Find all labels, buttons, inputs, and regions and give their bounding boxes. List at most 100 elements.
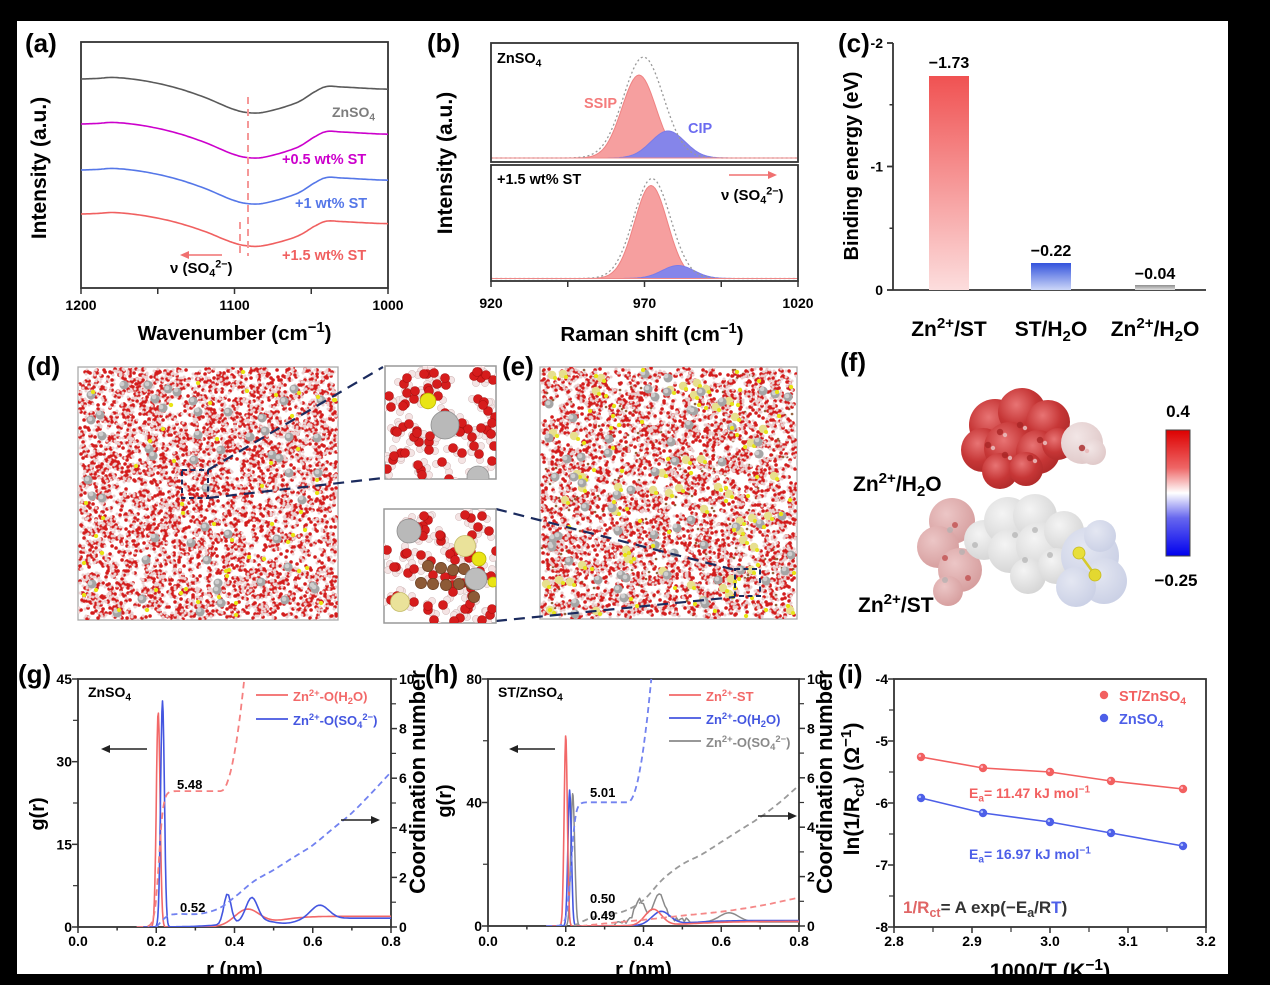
svg-text:3.1: 3.1 <box>1118 933 1138 949</box>
svg-text:5.48: 5.48 <box>177 777 202 792</box>
svg-text:(e): (e) <box>502 351 534 381</box>
svg-text:6: 6 <box>807 770 815 786</box>
svg-text:Zn2+/H2O: Zn2+/H2O <box>1111 315 1200 345</box>
svg-text:2: 2 <box>399 869 407 885</box>
svg-text:ZnSO4: ZnSO4 <box>1119 712 1164 731</box>
svg-text:g(r): g(r) <box>434 784 456 817</box>
svg-text:(g): (g) <box>18 659 51 689</box>
svg-text:(c): (c) <box>838 28 870 58</box>
svg-text:1/Rct= A exp(−Ea/RT): 1/Rct= A exp(−Ea/RT) <box>903 898 1067 920</box>
svg-text:1000: 1000 <box>372 297 403 313</box>
svg-text:+1 wt% ST: +1 wt% ST <box>295 196 367 212</box>
svg-text:15: 15 <box>56 836 72 852</box>
svg-text:ST/H2O: ST/H2O <box>1015 318 1088 345</box>
svg-text:(b): (b) <box>427 28 460 58</box>
svg-text:0.6: 0.6 <box>712 933 732 949</box>
svg-text:970: 970 <box>633 295 657 311</box>
svg-text:ZnSO4: ZnSO4 <box>88 684 131 703</box>
svg-text:0.0: 0.0 <box>478 933 498 949</box>
svg-text:Wavenumber (cm−1): Wavenumber (cm−1) <box>138 320 332 345</box>
svg-text:0.4: 0.4 <box>634 933 654 949</box>
svg-text:-4: -4 <box>876 671 889 687</box>
svg-text:0.2: 0.2 <box>147 933 167 949</box>
svg-text:-2: -2 <box>871 35 884 51</box>
svg-text:Zn2+/ST: Zn2+/ST <box>858 591 934 617</box>
svg-text:Zn2+-O(H2O): Zn2+-O(H2O) <box>293 687 367 706</box>
svg-text:-8: -8 <box>876 919 889 935</box>
svg-text:+1.5 wt% ST: +1.5 wt% ST <box>282 248 366 264</box>
svg-text:ν (SO42−): ν (SO42−) <box>170 258 233 279</box>
svg-text:−1.73: −1.73 <box>929 55 970 72</box>
svg-text:Binding energy (eV): Binding energy (eV) <box>841 72 863 261</box>
svg-text:Zn2+/ST: Zn2+/ST <box>911 315 987 341</box>
svg-text:(a): (a) <box>25 28 57 58</box>
svg-text:CIP: CIP <box>688 121 713 137</box>
svg-text:0.4: 0.4 <box>225 933 245 949</box>
svg-text:0: 0 <box>399 919 407 935</box>
svg-text:0: 0 <box>64 919 72 935</box>
svg-text:−0.22: −0.22 <box>1031 243 1072 260</box>
svg-text:6: 6 <box>399 770 407 786</box>
svg-text:(f): (f) <box>840 347 866 377</box>
svg-text:45: 45 <box>56 671 72 687</box>
svg-text:Coordination number: Coordination number <box>812 670 837 894</box>
svg-text:5.01: 5.01 <box>590 785 615 800</box>
svg-text:0.8: 0.8 <box>789 933 809 949</box>
svg-text:30: 30 <box>56 754 72 770</box>
svg-text:+0.5 wt% ST: +0.5 wt% ST <box>282 152 366 168</box>
svg-text:0.4: 0.4 <box>1166 402 1190 421</box>
svg-text:Coordination number: Coordination number <box>405 670 430 894</box>
svg-text:3.0: 3.0 <box>1040 933 1060 949</box>
svg-text:ST/ZnSO4: ST/ZnSO4 <box>498 684 563 703</box>
svg-text:(d): (d) <box>27 351 60 381</box>
svg-text:ZnSO4: ZnSO4 <box>497 51 542 70</box>
svg-text:Intensity (a.u.): Intensity (a.u.) <box>28 97 51 239</box>
svg-text:4: 4 <box>807 819 815 835</box>
svg-text:Ea= 16.97 kJ mol−1: Ea= 16.97 kJ mol−1 <box>969 846 1091 866</box>
svg-text:Ea= 11.47 kJ mol−1: Ea= 11.47 kJ mol−1 <box>969 785 1090 805</box>
svg-text:1200: 1200 <box>65 297 96 313</box>
svg-text:0: 0 <box>474 918 482 934</box>
svg-text:Zn2+-O(SO42−): Zn2+-O(SO42−) <box>293 711 377 730</box>
svg-text:+1.5 wt% ST: +1.5 wt% ST <box>497 172 581 188</box>
svg-text:0.6: 0.6 <box>303 933 323 949</box>
svg-text:2.8: 2.8 <box>884 933 904 949</box>
svg-text:8: 8 <box>399 721 407 737</box>
svg-text:−0.04: −0.04 <box>1135 266 1176 283</box>
svg-text:0: 0 <box>807 918 815 934</box>
svg-text:-5: -5 <box>876 733 889 749</box>
svg-text:1100: 1100 <box>219 297 250 313</box>
svg-text:3.2: 3.2 <box>1196 933 1216 949</box>
svg-text:ν (SO42−): ν (SO42−) <box>721 185 784 206</box>
svg-text:0.2: 0.2 <box>556 933 576 949</box>
svg-text:4: 4 <box>399 820 407 836</box>
svg-text:ln(1/Rct) (Ω−1): ln(1/Rct) (Ω−1) <box>838 723 868 856</box>
svg-text:Raman shift (cm−1): Raman shift (cm−1) <box>560 321 743 346</box>
svg-text:0.52: 0.52 <box>180 900 205 915</box>
svg-text:0.50: 0.50 <box>590 891 615 906</box>
svg-text:2: 2 <box>807 869 815 885</box>
svg-text:0.8: 0.8 <box>381 933 401 949</box>
svg-text:1020: 1020 <box>782 295 813 311</box>
svg-text:(h): (h) <box>425 659 458 689</box>
svg-text:8: 8 <box>807 720 815 736</box>
svg-text:0.49: 0.49 <box>590 908 615 923</box>
svg-text:SSIP: SSIP <box>584 96 617 112</box>
svg-text:ZnSO4: ZnSO4 <box>332 104 375 123</box>
svg-text:Zn2+/H2O: Zn2+/H2O <box>853 470 942 500</box>
svg-text:-6: -6 <box>876 795 889 811</box>
svg-text:Zn2+-O(SO42−): Zn2+-O(SO42−) <box>706 733 790 752</box>
svg-text:10: 10 <box>399 671 415 687</box>
svg-text:ST/ZnSO4: ST/ZnSO4 <box>1119 689 1186 708</box>
svg-text:-1: -1 <box>871 159 884 175</box>
svg-text:−0.25: −0.25 <box>1154 571 1197 590</box>
svg-text:80: 80 <box>466 671 482 687</box>
svg-text:Zn2+-O(H2O): Zn2+-O(H2O) <box>706 710 780 729</box>
svg-text:Zn2+-ST: Zn2+-ST <box>706 687 754 704</box>
svg-text:0.0: 0.0 <box>68 933 88 949</box>
svg-text:Intensity (a.u.): Intensity (a.u.) <box>434 92 457 234</box>
svg-text:10: 10 <box>807 671 823 687</box>
svg-text:g(r): g(r) <box>27 797 49 830</box>
svg-text:2.9: 2.9 <box>962 933 982 949</box>
svg-text:920: 920 <box>479 295 503 311</box>
